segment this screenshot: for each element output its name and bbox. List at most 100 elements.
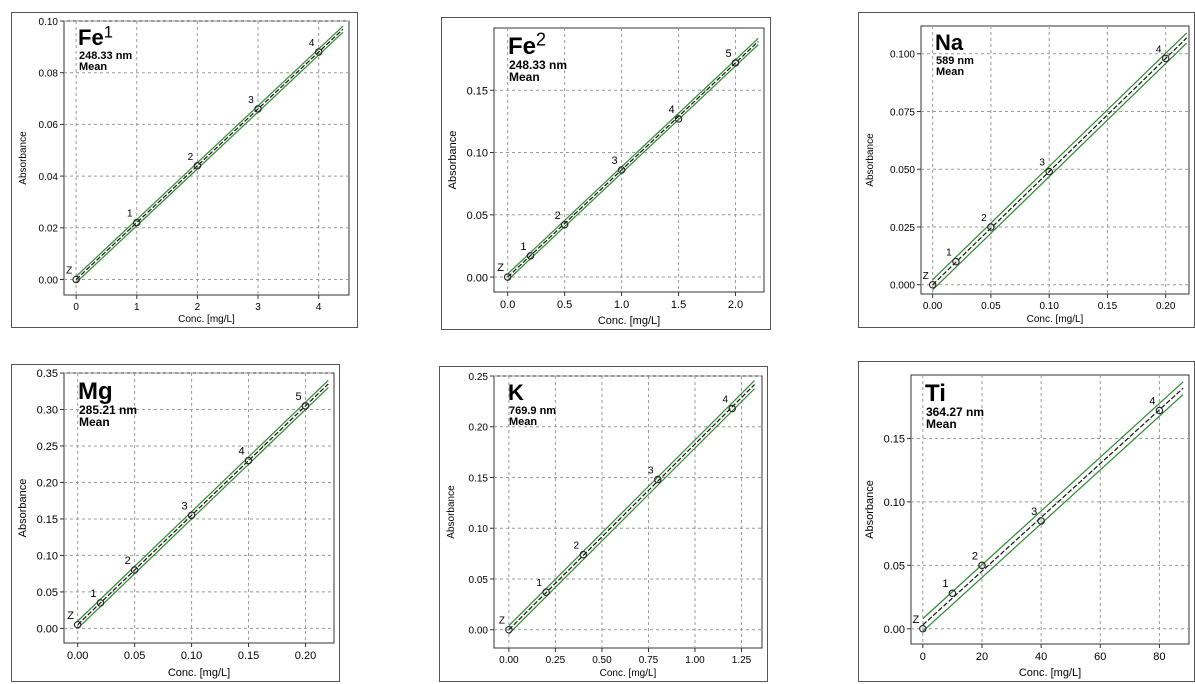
y-axis-label: Absorbance [446,485,457,539]
wavelength-label: 589 nm [936,55,974,67]
element-title: Ti [925,380,946,407]
x-tick-label: 0.00 [923,301,943,312]
data-point [505,625,513,634]
x-tick-label: 0.05 [981,301,1001,312]
point-label: 4 [238,446,244,458]
x-tick-label: 60 [1094,651,1106,663]
y-axis-label: Absorbance [17,479,29,538]
x-tick-label: 0.15 [1098,301,1118,312]
x-tick-label: 20 [976,651,988,663]
point-label: 1 [520,241,526,253]
confidence-band-lower [75,31,344,284]
calibration-chart-fe1: 0 1 2 3 4 0.00 0.02 0.04 0.06 0.08 0.10 Conc. [mg/L… [11,12,358,328]
data-point [731,59,740,67]
calibration-fit-line [507,41,759,278]
x-tick-label: 2 [195,302,201,313]
y-tick-label: 0.25 [469,372,489,383]
chart-svg: 0.00 0.25 0.50 0.75 1.00 1.25 0.00 0.05 0.10 0.15… [446,372,763,679]
y-tick-label: 0.00 [37,624,58,636]
calibration-fit-line [508,384,755,631]
data-point [728,404,736,413]
calibration-fit-line [932,37,1188,286]
y-tick-label: 0.05 [467,210,488,222]
data-point [193,162,202,170]
point-label: 3 [1031,506,1037,518]
y-tick-label: 0.15 [467,85,488,97]
y-tick-label: 0.20 [37,478,58,490]
data-point [919,625,927,633]
data-point [579,550,588,559]
point-label: 1 [127,209,133,220]
data-point [72,275,80,284]
y-tick-label: 0.00 [467,272,488,284]
data-point [187,511,196,520]
point-label: 4 [668,104,674,116]
confidence-band-upper [922,381,1184,620]
y-tick-label: 0.00 [39,275,59,286]
element-title: Mg [78,378,113,405]
y-tick-label: 0.15 [884,434,905,446]
y-tick-label: 0.050 [890,165,915,176]
x-tick-label: 0.5 [557,299,572,311]
y-tick-label: 0.30 [37,405,58,417]
point-label: 1 [942,578,948,590]
x-tick-label: 0.10 [1039,301,1059,312]
x-tick-label: 0.00 [67,650,88,662]
point-label: 3 [182,500,188,512]
y-tick-label: 0.00 [469,626,489,637]
statistic-label: Mean [936,66,964,78]
calibration-fit-line [75,28,344,280]
point-label: Z [66,265,72,276]
y-tick-label: 0.10 [467,148,488,160]
y-tick-label: 0.00 [884,624,905,636]
y-tick-label: 0.02 [39,224,59,235]
x-tick-label: 0.75 [639,655,659,666]
point-label: 2 [981,213,987,224]
x-tick-label: 1.0 [614,299,629,311]
y-tick-label: 0.10 [39,17,59,28]
statistic-label: Mean [509,416,537,428]
confidence-band-lower [507,44,759,281]
point-label: 4 [309,38,315,49]
y-tick-label: 0.15 [37,514,58,526]
y-tick-label: 0.100 [890,50,915,61]
data-point [301,402,310,410]
chart-svg: 0.00 0.05 0.10 0.15 0.20 0.000 0.025 0.050 0.075… [865,25,1190,325]
point-label: 3 [1039,158,1045,169]
x-axis-label: Conc. [mg/L] [178,314,235,325]
wavelength-label: 285.21 nm [79,403,137,417]
data-point [503,273,512,281]
point-label: Z [912,614,919,626]
data-point [133,218,141,227]
point-label: 4 [1149,396,1155,408]
point-label: 2 [574,541,580,552]
chart-svg: 0.00 0.05 0.10 0.15 0.20 0.00 0.05 0.10 0.15 0.20… [17,368,335,679]
confidence-band-upper [932,32,1188,281]
confidence-band-lower [77,387,329,629]
data-point [928,281,937,289]
confidence-band-lower [508,388,755,635]
data-point [978,561,986,570]
y-tick-label: 0.20 [469,423,489,434]
y-tick-label: 0.025 [890,223,915,234]
y-tick-label: 0.04 [39,172,59,183]
data-point [244,456,253,465]
confidence-band-lower [922,394,1184,632]
statistic-label: Mean [79,415,110,429]
x-tick-label: 1.25 [732,655,752,666]
calibration-chart-fe2: 0.0 0.5 1.0 1.5 2.0 0.00 0.05 0.10 0.15 Conc. [mg… [441,17,771,330]
statistic-label: Mean [509,70,540,84]
x-axis-label: Conc. [mg/L] [1019,667,1081,679]
wavelength-label: 769.9 nm [509,405,556,417]
data-point [987,223,995,231]
data-point [952,257,960,266]
chart-svg: 0 1 2 3 4 0.00 0.02 0.04 0.06 0.08 0.10 Conc. [mg/L… [18,17,350,325]
x-tick-label: 3 [255,302,261,313]
point-label: 4 [722,394,728,405]
calibration-fit-line [922,387,1184,626]
x-tick-label: 0.20 [295,650,316,662]
confidence-band-upper [508,380,755,627]
calibration-chart-mg: 0.00 0.05 0.10 0.15 0.20 0.00 0.05 0.10 0.15 0.20… [11,364,340,682]
statistic-label: Mean [926,417,957,431]
x-tick-label: 1.00 [685,655,705,666]
